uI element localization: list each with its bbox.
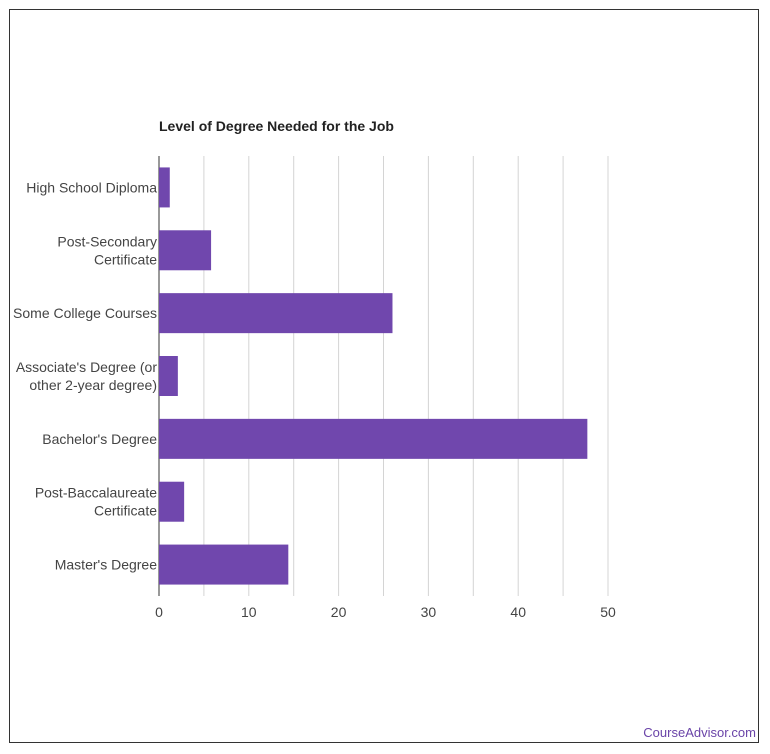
x-tick-label: 30 — [421, 604, 437, 620]
bar — [159, 230, 212, 271]
x-tick-label: 40 — [510, 604, 526, 620]
bar — [159, 356, 178, 396]
category-label: Bachelor's Degree — [42, 431, 157, 447]
x-tick-label: 10 — [241, 604, 257, 620]
bar — [159, 481, 185, 522]
category-label: Post-Baccalaureate — [35, 485, 157, 501]
category-label: Certificate — [94, 251, 157, 267]
category-label: Master's Degree — [55, 557, 157, 573]
category-label: Associate's Degree (or — [16, 359, 158, 375]
category-label: Certificate — [94, 503, 157, 519]
category-label: Post-Secondary — [57, 233, 157, 249]
x-tick-label: 20 — [331, 604, 347, 620]
x-tick-label: 0 — [155, 604, 163, 620]
category-label: Some College Courses — [13, 305, 157, 321]
bar — [159, 293, 393, 334]
category-label: High School Diploma — [26, 179, 157, 195]
category-label: other 2-year degree) — [29, 377, 157, 393]
bar — [159, 544, 289, 585]
courseadvisor-link[interactable]: CourseAdvisor.com — [643, 725, 756, 740]
bar — [159, 167, 170, 208]
bar — [159, 418, 588, 459]
x-tick-label: 50 — [600, 604, 616, 620]
chart-title: Level of Degree Needed for the Job — [159, 118, 394, 134]
